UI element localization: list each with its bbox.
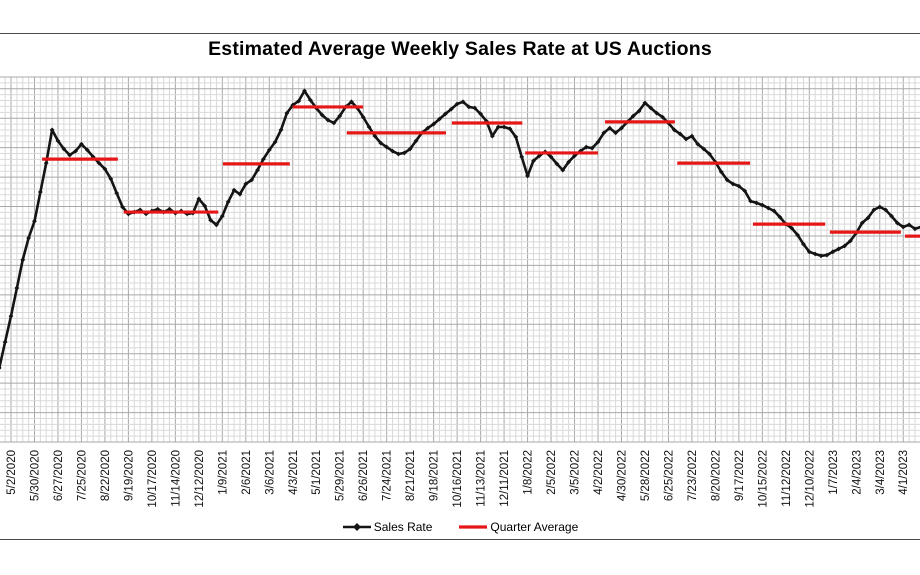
svg-text:10/17/2020: 10/17/2020: [147, 450, 159, 508]
svg-text:4/3/2021: 4/3/2021: [288, 450, 300, 495]
sales-rate-line: [0, 89, 920, 369]
svg-text:9/18/2021: 9/18/2021: [429, 450, 441, 501]
svg-text:2/5/2022: 2/5/2022: [546, 450, 558, 495]
quarter-average-line-icon: [459, 525, 488, 529]
svg-text:5/2/2020: 5/2/2020: [6, 450, 18, 495]
svg-text:9/19/2020: 9/19/2020: [123, 450, 135, 501]
svg-text:7/24/2021: 7/24/2021: [382, 450, 394, 501]
svg-text:12/11/2021: 12/11/2021: [499, 450, 511, 507]
svg-text:10/16/2021: 10/16/2021: [452, 450, 464, 508]
svg-text:10/15/2022: 10/15/2022: [757, 450, 769, 508]
svg-text:3/6/2021: 3/6/2021: [264, 450, 276, 495]
svg-text:8/21/2021: 8/21/2021: [405, 450, 417, 501]
legend-label-quarter-average: Quarter Average: [490, 520, 579, 534]
svg-text:5/1/2021: 5/1/2021: [311, 450, 323, 495]
svg-text:6/27/2020: 6/27/2020: [53, 450, 65, 501]
svg-text:4/2/2022: 4/2/2022: [593, 450, 605, 495]
sales-rate-markers: [0, 88, 920, 370]
svg-text:2/4/2023: 2/4/2023: [851, 450, 863, 495]
svg-text:1/8/2022: 1/8/2022: [523, 450, 535, 495]
legend-label-sales-rate: Sales Rate: [373, 520, 433, 534]
svg-text:7/25/2020: 7/25/2020: [76, 450, 88, 501]
svg-text:6/25/2022: 6/25/2022: [663, 450, 675, 501]
quarter-average-segments: [42, 105, 920, 238]
svg-text:3/5/2022: 3/5/2022: [570, 450, 582, 495]
top-divider-line: [0, 33, 920, 34]
legend-item-quarter-average: Quarter Average: [458, 520, 578, 534]
svg-text:3/4/2023: 3/4/2023: [875, 450, 887, 495]
svg-text:1/7/2023: 1/7/2023: [828, 450, 840, 495]
svg-text:4/1/2023: 4/1/2023: [898, 450, 910, 495]
grid-lines: [0, 76, 920, 443]
svg-text:9/17/2022: 9/17/2022: [734, 450, 746, 501]
svg-text:11/13/2021: 11/13/2021: [476, 450, 488, 507]
bottom-divider-line: [0, 539, 920, 540]
svg-text:5/30/2020: 5/30/2020: [30, 450, 42, 501]
chart-title: Estimated Average Weekly Sales Rate at U…: [208, 38, 712, 60]
svg-text:12/10/2022: 12/10/2022: [804, 450, 816, 508]
svg-text:6/26/2021: 6/26/2021: [358, 450, 370, 501]
svg-text:11/12/2022: 11/12/2022: [781, 450, 793, 507]
svg-text:5/29/2021: 5/29/2021: [335, 450, 347, 501]
svg-text:8/22/2020: 8/22/2020: [100, 450, 112, 501]
sales-rate-line-icon: [342, 523, 371, 531]
x-axis-tick-labels: 5/2/2020 5/30/2020 6/27/2020 7/25/2020 8/22/…: [6, 450, 910, 508]
svg-text:2/6/2021: 2/6/2021: [241, 450, 253, 495]
svg-text:1/9/2021: 1/9/2021: [217, 450, 229, 495]
svg-text:4/30/2022: 4/30/2022: [617, 450, 629, 501]
svg-text:11/14/2020: 11/14/2020: [170, 450, 182, 507]
svg-text:5/28/2022: 5/28/2022: [640, 450, 652, 501]
svg-text:7/23/2022: 7/23/2022: [687, 450, 699, 501]
svg-text:12/12/2020: 12/12/2020: [194, 450, 206, 508]
legend: Sales Rate Quarter Average: [0, 518, 920, 536]
svg-text:8/20/2022: 8/20/2022: [710, 450, 722, 501]
legend-item-sales-rate: Sales Rate: [342, 520, 433, 534]
